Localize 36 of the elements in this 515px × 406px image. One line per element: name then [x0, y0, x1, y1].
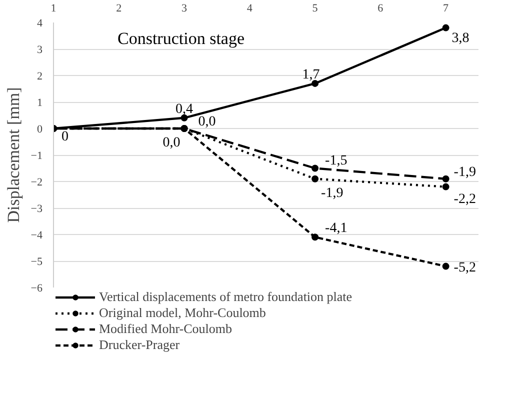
y-tick-label: −6 — [30, 282, 43, 294]
data-label: 0,4 — [176, 102, 194, 117]
data-label: -1,9 — [321, 186, 344, 201]
x-tick-label: 6 — [378, 2, 384, 14]
legend-label: Drucker-Prager — [99, 337, 180, 353]
y-tick-label: −3 — [30, 203, 43, 215]
y-tick-label: −4 — [30, 230, 43, 242]
data-label: -1,9 — [454, 164, 476, 180]
data-label: -5,2 — [454, 260, 476, 276]
x-tick-label: 1 — [50, 2, 56, 14]
x-tick-label: 5 — [312, 2, 318, 14]
data-label: -2,2 — [454, 192, 476, 207]
data-label: 0 — [62, 130, 68, 144]
x-tick-label: 3 — [182, 2, 188, 14]
y-tick-label: 1 — [37, 97, 42, 109]
data-label: 0,0 — [198, 114, 216, 130]
x-tick-label: 2 — [116, 2, 122, 14]
data-label: 3,8 — [452, 30, 470, 46]
y-tick-label: 0 — [37, 124, 43, 136]
data-label: -1,5 — [325, 153, 348, 168]
legend-label: Vertical displacements of metro foundation plate — [99, 289, 352, 305]
y-tick-label: 4 — [37, 18, 43, 30]
y-tick-label: −5 — [30, 256, 43, 268]
data-label: 1,7 — [302, 67, 320, 82]
x-axis-title: Construction stage — [117, 29, 245, 48]
legend-label: Modified Mohr-Coulomb — [99, 321, 232, 337]
y-tick-label: −1 — [30, 150, 43, 162]
data-label: -4,1 — [325, 221, 348, 236]
y-tick-label: 3 — [37, 44, 43, 56]
x-tick-label: 4 — [246, 2, 253, 14]
x-tick-label: 7 — [443, 2, 450, 14]
y-axis-title: Displacement [mm] — [4, 87, 23, 223]
y-tick-label: −2 — [30, 176, 43, 188]
legend-label: Original model, Mohr-Coulomb — [99, 305, 266, 321]
data-label: 0,0 — [162, 136, 180, 150]
y-tick-label: 2 — [37, 70, 42, 82]
